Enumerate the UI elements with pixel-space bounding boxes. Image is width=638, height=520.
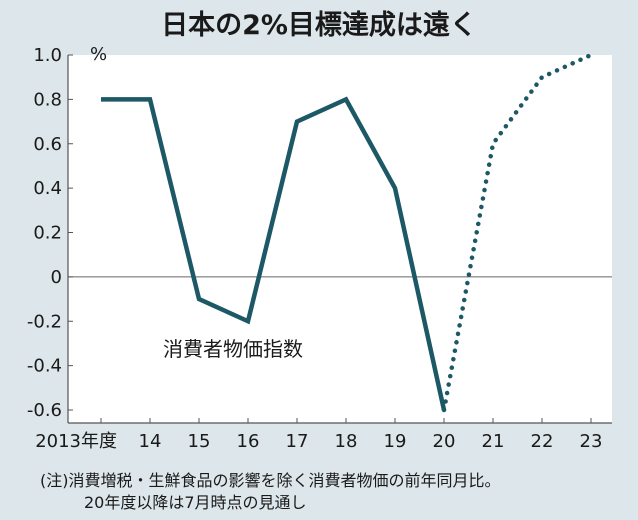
x-tick-label: 16	[237, 431, 260, 452]
x-tick-label: 17	[286, 431, 309, 452]
y-tick-label: 0.8	[33, 89, 62, 110]
y-tick-label: 0.4	[33, 178, 62, 199]
y-tick-label: -0.2	[27, 311, 62, 332]
y-tick-label: -0.4	[27, 356, 62, 377]
footnote-line-1: (注)消費増税・生鮮食品の影響を除く消費者物価の前年同月比。	[40, 471, 501, 490]
x-tick-label: 19	[384, 431, 407, 452]
x-tick-label: 20	[433, 431, 456, 452]
y-unit-label: %	[90, 44, 107, 65]
y-tick-label: 0.6	[33, 134, 62, 155]
plot-layer: 1.0 0.8 0.6 0.4 0.2 0 -0.2 -0.4 -0.6% 2013年度 14 15 1…	[27, 44, 612, 452]
plot-area	[68, 55, 612, 423]
series-line-forecast	[441, 52, 594, 413]
x-tick-label: 18	[335, 431, 358, 452]
y-tick-label: 0	[51, 267, 62, 288]
x-tick-label: 14	[139, 431, 162, 452]
series-label: 消費者物価指数	[163, 337, 303, 361]
series-line-actual	[101, 96, 447, 411]
footnote-line-2: 20年度以降は7月時点の見通し	[84, 493, 307, 512]
x-tick-label: 2013年度	[35, 431, 117, 452]
y-tick-label: -0.6	[27, 400, 62, 421]
x-tick-label: 15	[188, 431, 211, 452]
x-tick-label: 21	[482, 431, 505, 452]
chart-title: 日本の2%目標達成は遠く	[161, 10, 477, 41]
x-tick-label: 22	[531, 431, 554, 452]
y-tick-label: 0.2	[33, 223, 62, 244]
x-tick-label: 23	[580, 431, 603, 452]
y-tick-label: 1.0	[33, 45, 62, 66]
